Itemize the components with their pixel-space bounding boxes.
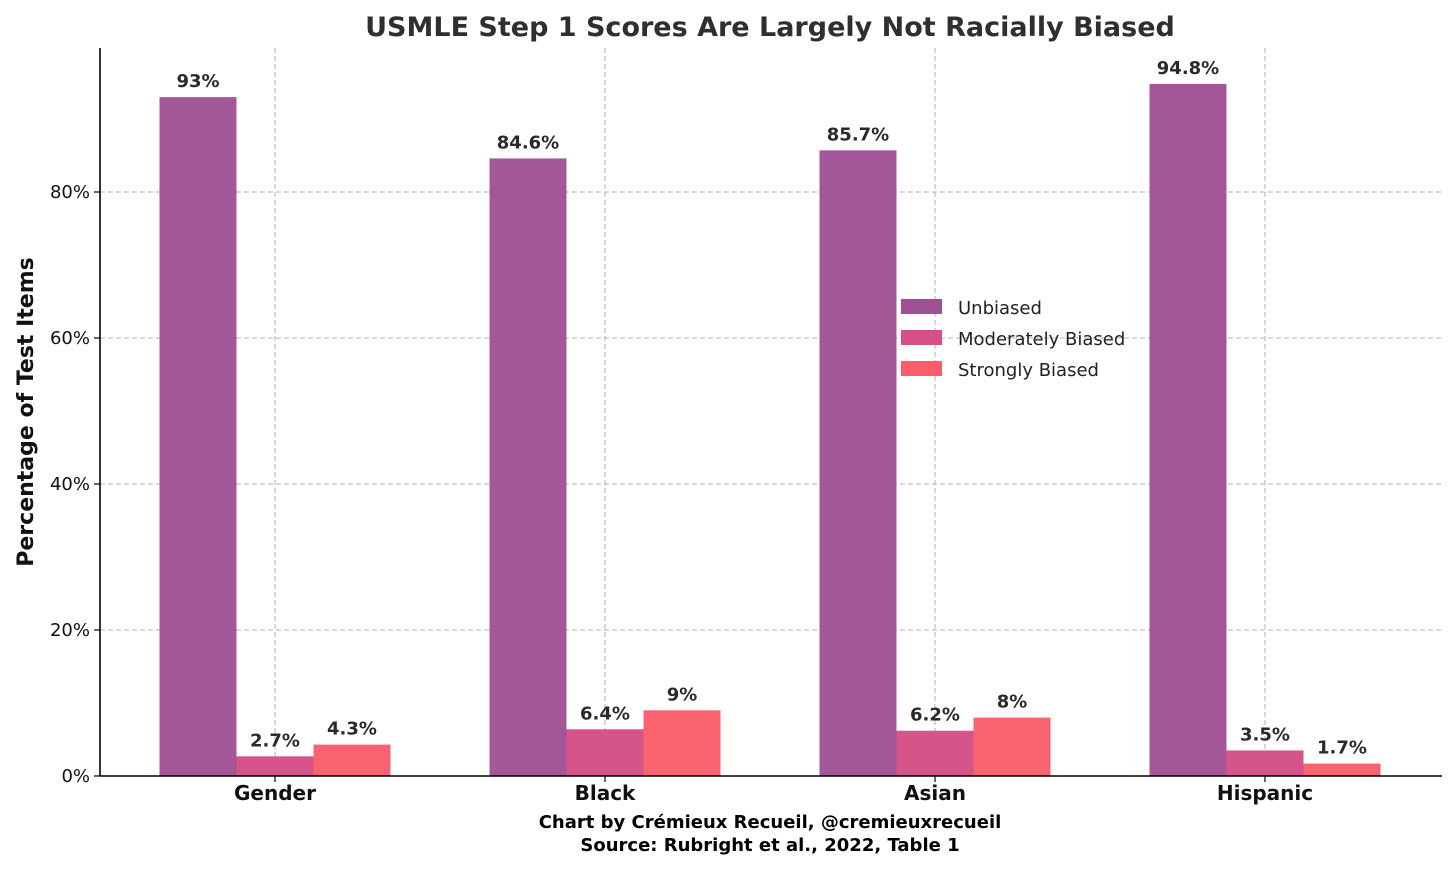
bar-black-moderately-biased — [566, 729, 644, 776]
x-ticks: Gender Black Asian Hispanic — [234, 776, 1313, 805]
caption-credit: Chart by Crémieux Recueil, @cremieuxrecu… — [539, 812, 1002, 833]
legend-label: Unbiased — [958, 298, 1042, 319]
data-label: 1.7% — [1317, 738, 1367, 759]
legend-swatch — [901, 361, 942, 376]
y-ticks: 0% 20% 40% 60% 80% — [50, 182, 100, 787]
legend-swatch — [901, 330, 942, 345]
bar-gender-strongly-biased — [313, 744, 391, 776]
caption-source: Source: Rubright et al., 2022, Table 1 — [580, 835, 959, 856]
legend-label: Strongly Biased — [958, 360, 1099, 381]
bar-hispanic-moderately-biased — [1226, 750, 1304, 776]
x-tick-label: Black — [575, 781, 636, 805]
y-tick-label: 80% — [50, 182, 90, 203]
legend: Unbiased Moderately Biased Strongly Biased — [901, 298, 1125, 381]
bars — [159, 83, 1381, 777]
data-labels: 93% 84.6% 85.7% 94.8% 2.7% 6.4% 6.2% 3.5% 4.3% 9%… — [176, 58, 1367, 759]
y-tick-label: 20% — [50, 620, 90, 641]
bar-hispanic-strongly-biased — [1303, 763, 1381, 776]
data-label: 9% — [667, 684, 698, 705]
data-label: 84.6% — [497, 132, 559, 153]
bar-asian-moderately-biased — [896, 730, 974, 776]
bar-gender-unbiased — [159, 97, 237, 777]
data-label: 6.4% — [580, 703, 630, 724]
bar-gender-moderately-biased — [236, 756, 314, 776]
legend-swatch — [901, 299, 942, 314]
x-tick-label: Asian — [904, 781, 966, 805]
data-label: 8% — [997, 692, 1028, 713]
legend-label: Moderately Biased — [958, 329, 1125, 350]
y-tick-label: 0% — [61, 766, 90, 787]
data-label: 85.7% — [827, 124, 889, 145]
data-label: 2.7% — [250, 730, 300, 751]
data-label: 4.3% — [327, 719, 377, 740]
y-tick-label: 60% — [50, 328, 90, 349]
grid — [100, 48, 1442, 776]
x-tick-label: Gender — [234, 781, 316, 805]
y-tick-label: 40% — [50, 474, 90, 495]
bar-asian-strongly-biased — [973, 717, 1051, 776]
bar-hispanic-unbiased — [1149, 83, 1227, 776]
bar-black-strongly-biased — [643, 710, 721, 776]
data-label: 93% — [176, 71, 219, 92]
data-label: 3.5% — [1240, 724, 1290, 745]
chart-title: USMLE Step 1 Scores Are Largely Not Raci… — [365, 12, 1175, 43]
bar-black-unbiased — [489, 158, 567, 777]
y-axis-label: Percentage of Test Items — [14, 257, 39, 566]
x-tick-label: Hispanic — [1217, 781, 1313, 805]
data-label: 6.2% — [910, 705, 960, 726]
axes — [99, 48, 1442, 777]
bar-asian-unbiased — [819, 150, 897, 776]
data-label: 94.8% — [1157, 58, 1219, 79]
